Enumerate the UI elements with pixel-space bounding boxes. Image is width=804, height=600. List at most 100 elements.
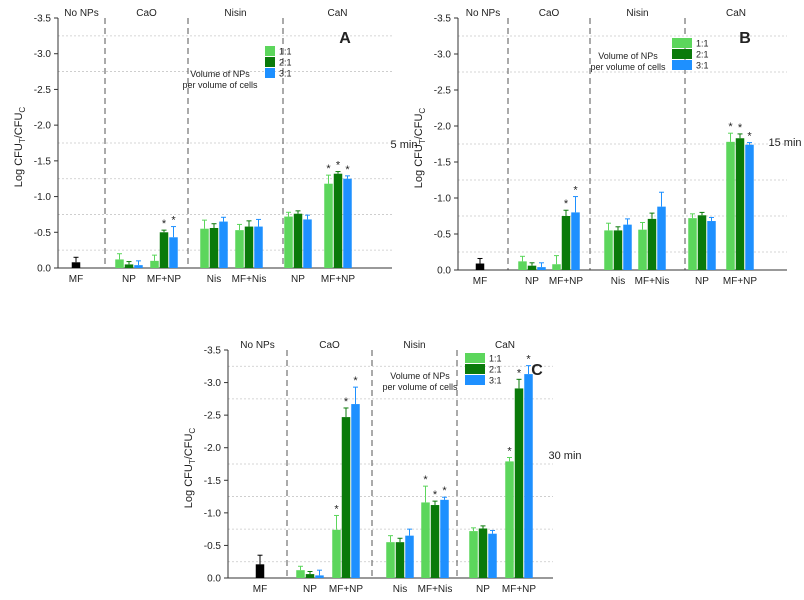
group-label: Nisin	[224, 8, 246, 19]
category-label: MF+NP	[502, 584, 537, 595]
legend-swatch	[265, 46, 275, 56]
bar-c-cat1-s2	[305, 574, 315, 578]
y-axis-title-part: Log CFU	[183, 464, 195, 508]
y-tick-label: -2.5	[204, 411, 222, 422]
time-label: 5 min	[391, 139, 418, 151]
bar-b-cat6-s3	[745, 144, 754, 270]
category-label: Nis	[611, 276, 625, 287]
category-label: MF+NP	[723, 276, 758, 287]
category-label: MF+Nis	[635, 276, 670, 287]
y-tick-label: -1.5	[204, 476, 222, 487]
bar-a-cat6-s2	[333, 173, 343, 268]
y-tick-label: -2.0	[204, 443, 222, 454]
y-tick-label: -0.5	[434, 230, 452, 241]
chart-panel-b: 0.0 -0.5 -1.0 -1.5 -2.0 -2.5 -3.0 -3.5 Log CFUT/…	[413, 8, 802, 287]
y-tick-label: -0.5	[204, 541, 222, 552]
legend-swatch	[672, 38, 692, 48]
bar-a-cat1-s2	[124, 264, 134, 268]
legend-swatch	[672, 60, 692, 70]
legend-title: per volume of cells	[182, 80, 258, 90]
legend-label: 1:1	[696, 39, 709, 49]
y-tick-label: -3.5	[434, 14, 452, 25]
y-tick-label: -1.5	[434, 158, 452, 169]
y-axis-title: Log CFUT/CFUC	[13, 107, 27, 188]
bar-c-cat5-s2	[478, 528, 488, 578]
y-axis-title-part: T	[18, 138, 27, 143]
legend-label: 2:1	[696, 50, 709, 60]
bar-b-cat6-s1	[726, 141, 735, 270]
y-tick-label: -3.0	[434, 50, 452, 61]
significance-star: *	[171, 215, 176, 227]
bar-c-cat4-s1	[421, 502, 430, 578]
group-label: No NPs	[64, 8, 98, 19]
bar-b-cat1-s1	[518, 261, 527, 270]
bar-a-cat2-s2	[159, 232, 169, 268]
bar-a-cat3-s1	[200, 228, 209, 268]
legend-swatch	[465, 375, 485, 385]
y-tick-label: -1.5	[34, 156, 52, 167]
time-label: 15 min	[768, 137, 801, 149]
y-axis-title-part: C	[18, 107, 27, 113]
bar-b-cat4-s3	[657, 206, 666, 270]
bar-c-cat2-s1	[332, 529, 341, 578]
y-axis-title-part: /CFU	[13, 113, 25, 139]
bar-b-cat5-s2	[697, 215, 707, 270]
group-label: CaN	[726, 8, 746, 19]
bar-a-cat3-s3	[219, 221, 228, 268]
category-label: MF	[253, 584, 267, 595]
bar-b-cat4-s1	[638, 229, 647, 270]
bar-a-cat4-s3	[254, 226, 263, 268]
significance-star: *	[423, 474, 428, 486]
y-tick-label: -2.0	[434, 122, 452, 133]
bar-c-cat6-s2	[514, 388, 524, 578]
legend-swatch	[465, 364, 485, 374]
category-label: MF+NP	[329, 584, 364, 595]
bar-a-cat4-s1	[235, 230, 244, 268]
y-axis-title-part: /CFU	[183, 434, 195, 460]
bar-c-cat2-s2	[341, 417, 351, 578]
bar-b-cat3-s1	[604, 230, 613, 270]
y-tick-label: -0.5	[34, 228, 52, 239]
y-axis-title: Log CFUT/CFUC	[413, 108, 427, 189]
bar-c-cat1-s3	[315, 575, 324, 578]
category-label: NP	[122, 274, 136, 285]
y-tick-label: -1.0	[434, 194, 452, 205]
significance-star: *	[728, 121, 733, 133]
category-label: MF+NP	[147, 274, 182, 285]
y-axis-title-part: Log CFU	[413, 144, 425, 188]
bar-a-cat3-s2	[209, 228, 219, 268]
y-tick-label: -3.5	[34, 14, 52, 25]
group-label: CaO	[319, 340, 340, 351]
legend-label: 3:1	[489, 376, 502, 386]
bar-a-cat5-s1	[284, 216, 293, 268]
category-label: MF+NP	[549, 276, 584, 287]
significance-star: *	[162, 218, 167, 230]
category-label: NP	[525, 276, 539, 287]
category-label: NP	[476, 584, 490, 595]
group-label: CaO	[136, 8, 157, 19]
legend-swatch	[265, 68, 275, 78]
significance-star: *	[738, 122, 743, 134]
bar-c-cat5-s3	[488, 533, 497, 578]
category-label: NP	[291, 274, 305, 285]
category-label: Nis	[207, 274, 221, 285]
y-axis-title: Log CFUT/CFUC	[183, 428, 197, 509]
legend-label: 2:1	[489, 365, 502, 375]
significance-star: *	[564, 198, 569, 210]
group-label: Nisin	[403, 340, 425, 351]
bar-b-cat2-s1	[552, 264, 561, 270]
y-tick-label: -1.0	[204, 508, 222, 519]
group-label: CaO	[539, 8, 560, 19]
significance-star: *	[344, 396, 349, 408]
bar-control-mf	[475, 263, 485, 270]
legend-title: Volume of NPs	[598, 51, 658, 61]
bar-c-cat1-s1	[296, 570, 305, 578]
y-tick-label: -3.0	[34, 49, 52, 60]
legend-label: 1:1	[279, 47, 292, 57]
bar-b-cat5-s1	[688, 218, 697, 270]
bar-c-cat3-s3	[405, 535, 414, 578]
bar-c-cat4-s2	[430, 505, 440, 578]
chart-panel-c: 0.0 -0.5 -1.0 -1.5 -2.0 -2.5 -3.0 -3.5 Log CFUT/…	[183, 340, 582, 595]
bar-b-cat2-s3	[571, 212, 580, 270]
y-tick-label: -2.5	[34, 85, 52, 96]
